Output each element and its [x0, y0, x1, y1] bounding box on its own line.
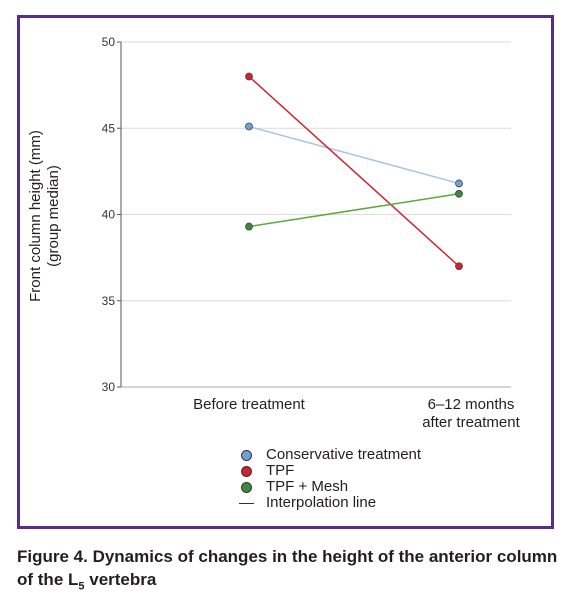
- legend: Conservative treatment TPF TPF + Mesh In…: [239, 447, 421, 511]
- series-line-1: [248, 75, 460, 267]
- y-tick-label-50: 50: [102, 35, 116, 49]
- data-point-1-1: [455, 262, 463, 271]
- y-axis-title-line1: Front column height (mm): [27, 130, 44, 302]
- axes: [117, 41, 511, 388]
- legend-label-tpf: TPF: [266, 462, 295, 479]
- data-point-0-1: [455, 179, 463, 188]
- legend-item-tpf-mesh: TPF + Mesh: [239, 479, 421, 495]
- series-line-2: [248, 193, 460, 228]
- figure-frame: [17, 15, 554, 529]
- tick-labels: 30 35 40 45 50: [102, 35, 116, 394]
- caption-suffix: vertebra: [84, 570, 157, 589]
- y-axis-title-line2: (group median): [45, 165, 62, 267]
- figure-caption: Figure 4. Dynamics of changes in the hei…: [17, 545, 562, 598]
- series-lines: [248, 75, 460, 267]
- caption-text: Figure 4. Dynamics of changes in the hei…: [17, 547, 558, 589]
- data-point-2-0: [245, 222, 253, 231]
- legend-marker-tpf-mesh: [241, 481, 252, 493]
- y-tick-label-35: 35: [102, 294, 116, 308]
- legend-label-tpf-mesh: TPF + Mesh: [266, 478, 349, 495]
- legend-line-marker: [239, 502, 254, 504]
- chart-svg: 30 35 40 45 50 Before treatment 6–12 monthsaf…: [102, 35, 521, 431]
- y-tick-label-30: 30: [102, 380, 116, 394]
- data-point-1-0: [245, 72, 253, 81]
- grid-lines: [121, 41, 511, 302]
- legend-marker-tpf: [241, 465, 252, 477]
- caption-subscript: 5: [78, 580, 85, 593]
- legend-label-interpolation: Interpolation line: [266, 494, 377, 511]
- x-category-label-0-0: Before treatment: [193, 396, 306, 413]
- legend-item-conservative: Conservative treatment: [239, 447, 421, 463]
- data-point-2-1: [455, 189, 463, 198]
- legend-marker-conservative: [241, 449, 252, 461]
- data-point-0-0: [245, 122, 253, 131]
- x-category-label-1-1: after treatment: [422, 414, 520, 431]
- y-tick-label-40: 40: [102, 208, 116, 222]
- x-category-label-1-0: 6–12 months: [428, 396, 515, 413]
- y-tick-label-45: 45: [102, 121, 116, 135]
- legend-item-interpolation: Interpolation line: [239, 495, 421, 511]
- legend-label-conservative: Conservative treatment: [266, 446, 422, 463]
- series-points: [245, 72, 463, 271]
- legend-item-tpf: TPF: [239, 463, 421, 479]
- series-line-0: [248, 125, 460, 185]
